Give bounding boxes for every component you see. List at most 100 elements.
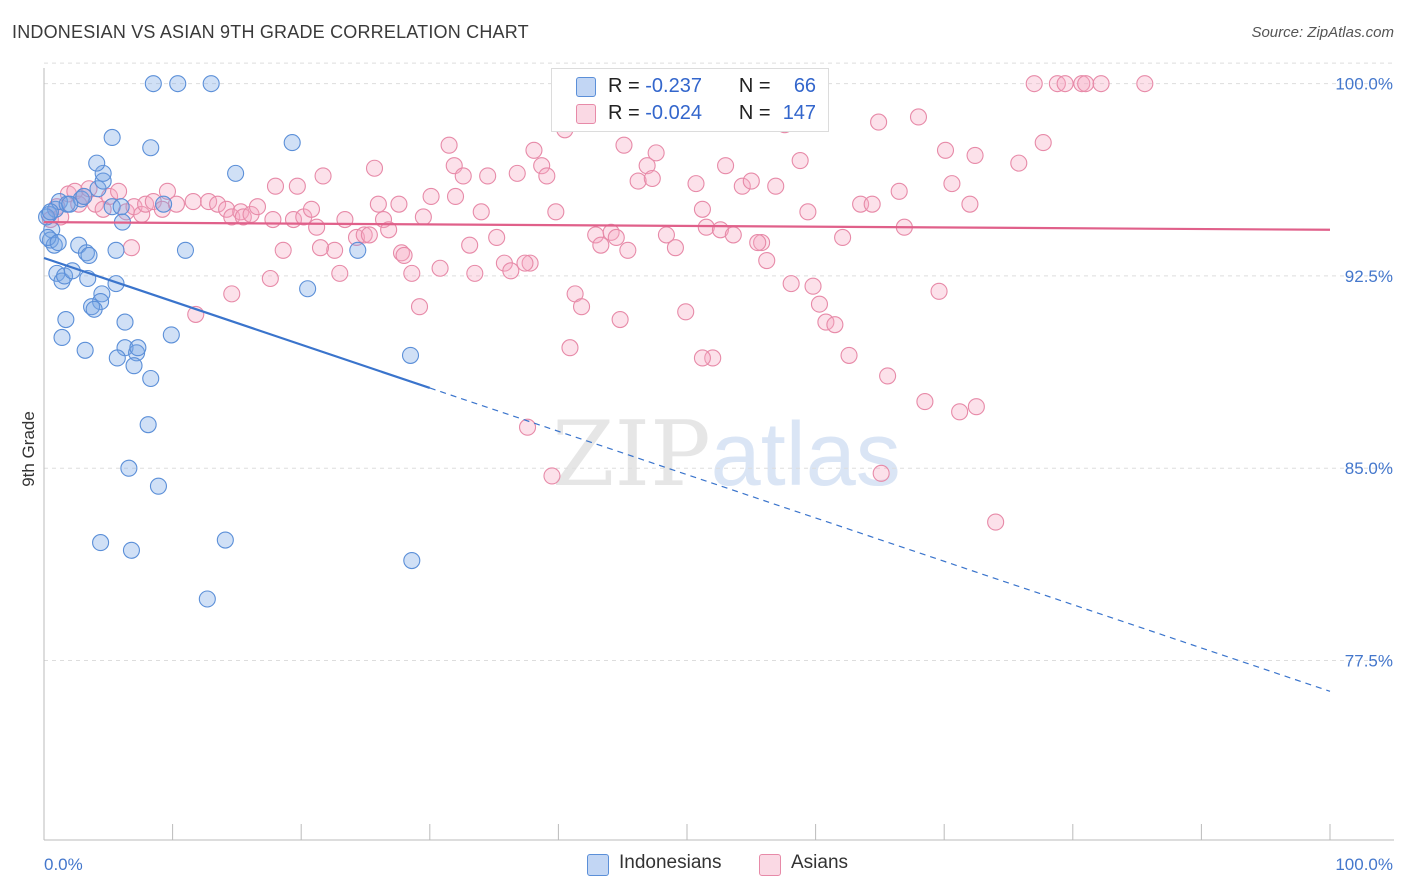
asian-point (852, 195, 870, 213)
asian-point (749, 234, 767, 252)
asian-point (1056, 75, 1074, 93)
indonesian-point (403, 551, 421, 570)
asian-point (791, 152, 809, 170)
asian-point (209, 195, 227, 213)
asian-point (336, 210, 354, 229)
indonesian-point (162, 326, 180, 344)
asian-point (410, 298, 429, 316)
asian-point (909, 108, 928, 126)
indonesian-point (107, 241, 125, 259)
asian-point (607, 228, 625, 247)
indonesian-point (53, 328, 71, 347)
indonesians-legend-label: Indonesians (619, 852, 722, 873)
asians-legend-label: Asians (791, 852, 849, 873)
axis-labels: 77.5% 85.0% 92.5% 100.0% 0.0% 100.0% 9th Grade (19, 75, 1393, 874)
indonesian-point (299, 280, 317, 298)
r-label: R = (608, 102, 640, 124)
asian-point (502, 262, 520, 280)
indonesian-point (139, 416, 157, 434)
asian-point (1077, 75, 1095, 93)
asian-point (879, 367, 897, 385)
asian-point (1034, 134, 1052, 152)
source-label: Source: ZipAtlas.com (1251, 24, 1394, 41)
asian-point (461, 236, 479, 254)
r-value: -0.024 (645, 102, 702, 124)
watermark: ZIPatlas (552, 402, 901, 507)
asian-point (647, 144, 665, 162)
asian-point (951, 403, 969, 421)
indonesian-point (142, 139, 160, 157)
asian-point (446, 187, 465, 206)
asian-point (629, 172, 647, 190)
asian-point (863, 195, 881, 213)
r-value: -0.237 (645, 75, 702, 97)
asian-point (472, 203, 490, 221)
n-label: N = (738, 75, 771, 97)
indonesian-point (57, 310, 75, 329)
asian-point (454, 167, 472, 185)
asian-point (365, 159, 384, 177)
indonesian-point (77, 244, 95, 262)
asian-point (834, 228, 852, 247)
asian-point (302, 200, 321, 218)
indonesian-point (94, 164, 112, 182)
y-axis-title: 9th Grade (19, 411, 38, 487)
asian-point (916, 393, 934, 411)
indonesian-point (144, 75, 162, 93)
asian-point (223, 208, 241, 226)
asian-point (314, 167, 332, 185)
asian-point (561, 339, 579, 357)
asian-point (547, 203, 565, 221)
indonesian-point (176, 241, 195, 259)
indonesian-point (149, 477, 168, 495)
asian-point (414, 208, 432, 226)
asian-point (392, 244, 411, 262)
n-value: 66 (793, 75, 817, 97)
axes (43, 68, 1394, 841)
asian-point (440, 136, 458, 154)
asian-point (167, 195, 186, 213)
asian-point (615, 136, 633, 154)
asian-point (122, 239, 140, 257)
asian-point (248, 198, 267, 216)
indonesian-point (129, 339, 147, 357)
indonesian-point (88, 154, 106, 172)
asian-point (533, 157, 551, 175)
asian-point (403, 264, 421, 282)
asian-point (592, 236, 610, 254)
indonesian-point (61, 195, 79, 213)
asian-point (1073, 75, 1091, 93)
x-tick-label: 100.0% (1335, 855, 1393, 874)
asian-point (826, 316, 844, 334)
indonesian-point (142, 369, 160, 388)
indonesian-point (103, 198, 121, 216)
asian-point (508, 164, 526, 182)
asian-point (638, 157, 656, 175)
asian-point (966, 146, 984, 164)
asian-point (804, 277, 822, 295)
indonesians-legend-swatch (587, 854, 609, 876)
asian-point (521, 254, 539, 272)
asian-point (1092, 75, 1110, 93)
indonesian-point (120, 459, 138, 477)
asian-point (390, 195, 408, 213)
indonesian-point (125, 357, 143, 375)
indonesians-points (38, 75, 421, 608)
asian-point (466, 264, 484, 282)
indonesian-point (155, 195, 173, 213)
asian-point (782, 275, 800, 293)
asian-point (810, 295, 829, 313)
r-label: R = (608, 75, 640, 97)
asian-point (666, 239, 684, 257)
asian-point (930, 282, 948, 300)
indonesian-point (216, 531, 234, 549)
asian-point (288, 177, 306, 195)
asian-point (360, 226, 378, 244)
asian-point (572, 298, 591, 316)
indonesian-point (39, 228, 57, 247)
asian-point (758, 252, 776, 270)
indonesian-point (108, 349, 126, 367)
y-tick-label: 77.5% (1345, 652, 1393, 671)
asian-point (1010, 154, 1028, 172)
indonesian-point (283, 134, 301, 152)
